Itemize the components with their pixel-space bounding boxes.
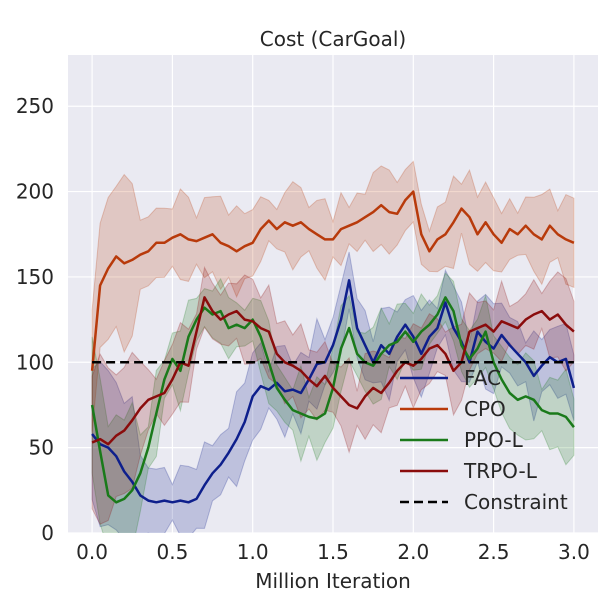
fac-band [91,251,575,533]
fac-line [91,279,576,504]
y-tick-label: 150 [16,265,54,289]
chart-title: Cost (CarGoal) [260,27,406,51]
y-tick-label: 100 [16,350,54,374]
y-tick-label: 200 [16,180,54,204]
x-tick-label: 3.0 [558,540,590,564]
x-axis-title: Million Iteration [255,569,411,593]
legend-label-trpo-l: TRPO-L [463,459,538,483]
legend-label-ppo-l: PPO-L [464,428,524,452]
legend-label-cpo: CPO [464,397,506,421]
x-tick-label: 1.5 [317,540,349,564]
y-tick-label: 0 [41,521,54,545]
legend-label-constraint: Constraint [464,490,568,514]
x-tick-label: 0.0 [76,540,108,564]
trpo-l-line [91,296,575,446]
x-tick-label: 2.5 [478,540,510,564]
cpo-band [91,160,575,432]
x-tick-label: 2.0 [397,540,429,564]
ppo-l-band [91,272,575,533]
y-tick-label: 250 [16,94,54,118]
series-lines [90,190,576,504]
grid [68,55,598,534]
x-tick-label: 0.5 [156,540,188,564]
y-tick-label: 50 [29,436,54,460]
x-axis-ticks: 0.0 0.5 1.0 1.5 2.0 2.5 3.0 [76,540,590,564]
confidence-bands [91,160,575,533]
legend: FAC CPO PPO-L TRPO-L Constraint [400,366,568,514]
cpo-line [90,190,575,371]
x-tick-label: 1.0 [237,540,269,564]
legend-label-fac: FAC [464,366,501,390]
y-axis-ticks: 0 50 100 150 200 250 [16,94,54,545]
